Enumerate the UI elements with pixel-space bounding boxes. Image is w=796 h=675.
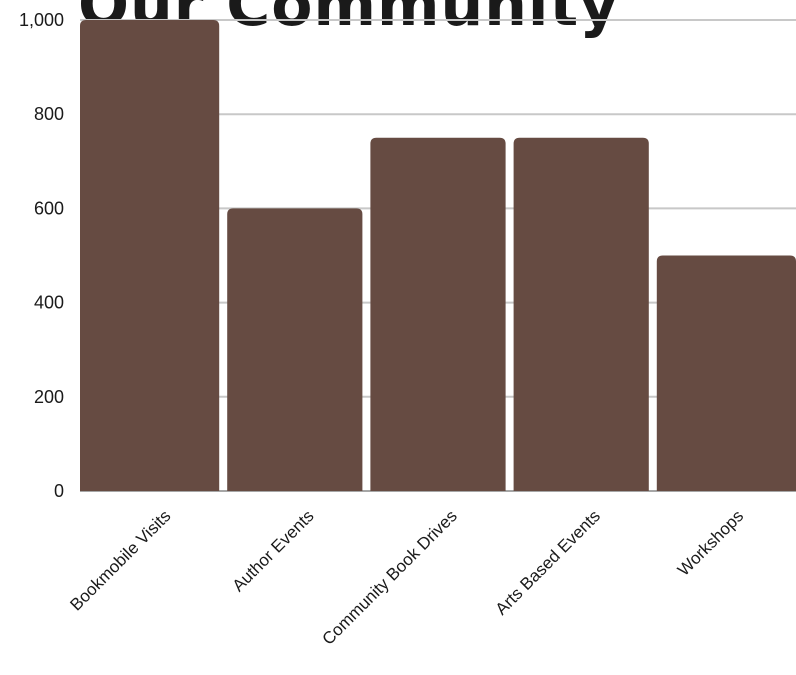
bar-bookmobile-visits — [80, 20, 220, 491]
x-tick-label: Author Events — [229, 506, 318, 595]
x-tick-label: Workshops — [674, 506, 747, 579]
bar-author-events — [227, 208, 363, 491]
y-tick-label: 800 — [34, 104, 64, 124]
y-tick-label: 200 — [34, 387, 64, 407]
y-tick-label: 1,000 — [19, 10, 64, 30]
bar-community-book-drives — [370, 137, 506, 491]
x-tick-label: Community Book Drives — [318, 506, 460, 648]
bars — [80, 20, 796, 491]
x-tick-label: Bookmobile Visits — [66, 506, 174, 614]
y-tick-label: 600 — [34, 198, 64, 218]
y-tick-label: 0 — [54, 481, 64, 501]
y-axis: 0 200 400 600 800 1,000 — [19, 10, 64, 501]
x-tick-label: Arts Based Events — [492, 506, 604, 618]
bar-arts-based-events — [513, 137, 649, 491]
bar-workshops — [656, 255, 796, 491]
y-tick-label: 400 — [34, 293, 64, 313]
x-axis: Bookmobile Visits Author Events Community … — [66, 506, 747, 648]
